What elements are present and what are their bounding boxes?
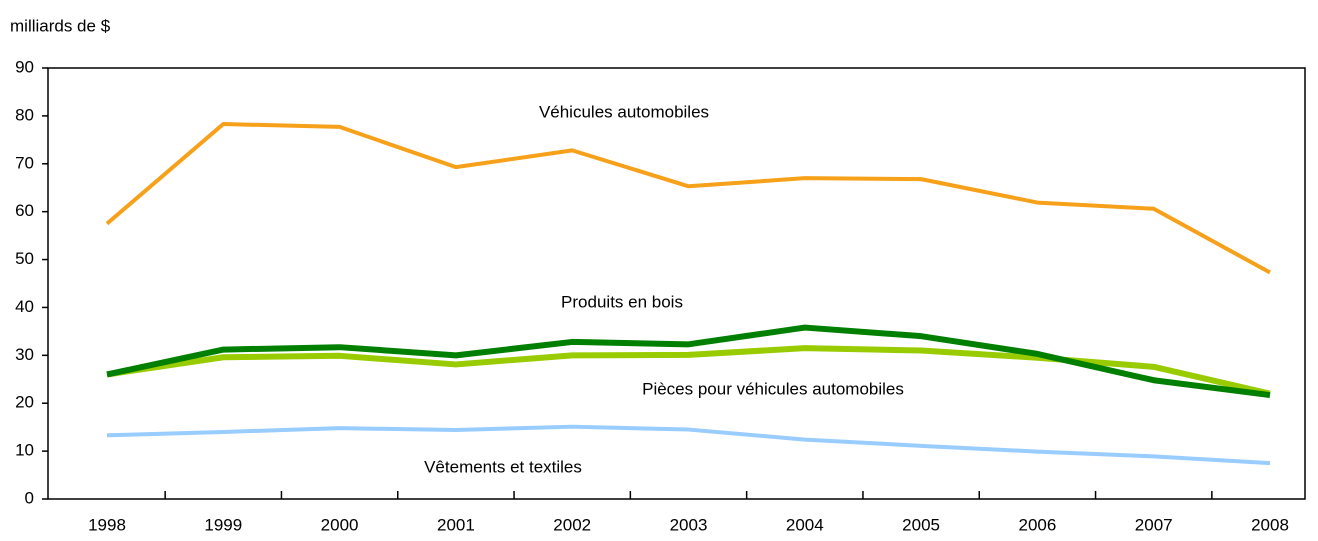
x-tick-label: 2000: [321, 515, 359, 534]
plot-frame: [47, 67, 1306, 500]
x-tick-label: 2003: [670, 515, 708, 534]
series-label: Vêtements et textiles: [424, 457, 582, 476]
y-tick-label: 0: [25, 488, 34, 507]
x-tick-label: 2005: [902, 515, 940, 534]
series-label: Pièces pour véhicules automobiles: [642, 379, 904, 398]
y-tick-label: 60: [15, 201, 34, 220]
y-tick-label: 50: [15, 249, 34, 268]
series-label: Véhicules automobiles: [539, 102, 709, 121]
x-tick-label: 1999: [204, 515, 242, 534]
series-line: [106, 424, 1271, 466]
y-tick-label: 10: [15, 441, 34, 460]
x-tick-label: 1998: [88, 515, 126, 534]
series-label: Produits en bois: [561, 292, 683, 311]
x-tick-label: 2004: [786, 515, 824, 534]
y-tick-label: 80: [15, 105, 34, 124]
x-tick-label: 2008: [1251, 515, 1289, 534]
y-tick-label: 30: [15, 345, 34, 364]
x-tick-label: 2006: [1018, 515, 1056, 534]
y-axis-label: milliards de $: [10, 16, 111, 35]
series-line: [106, 324, 1271, 399]
y-tick-label: 90: [15, 57, 34, 76]
x-tick-label: 2001: [437, 515, 475, 534]
x-tick-label: 2002: [553, 515, 591, 534]
series-line: [105, 122, 1271, 275]
y-tick-label: 70: [15, 153, 34, 172]
y-tick-label: 40: [15, 297, 34, 316]
y-tick-label: 20: [15, 393, 34, 412]
x-tick-label: 2007: [1135, 515, 1173, 534]
